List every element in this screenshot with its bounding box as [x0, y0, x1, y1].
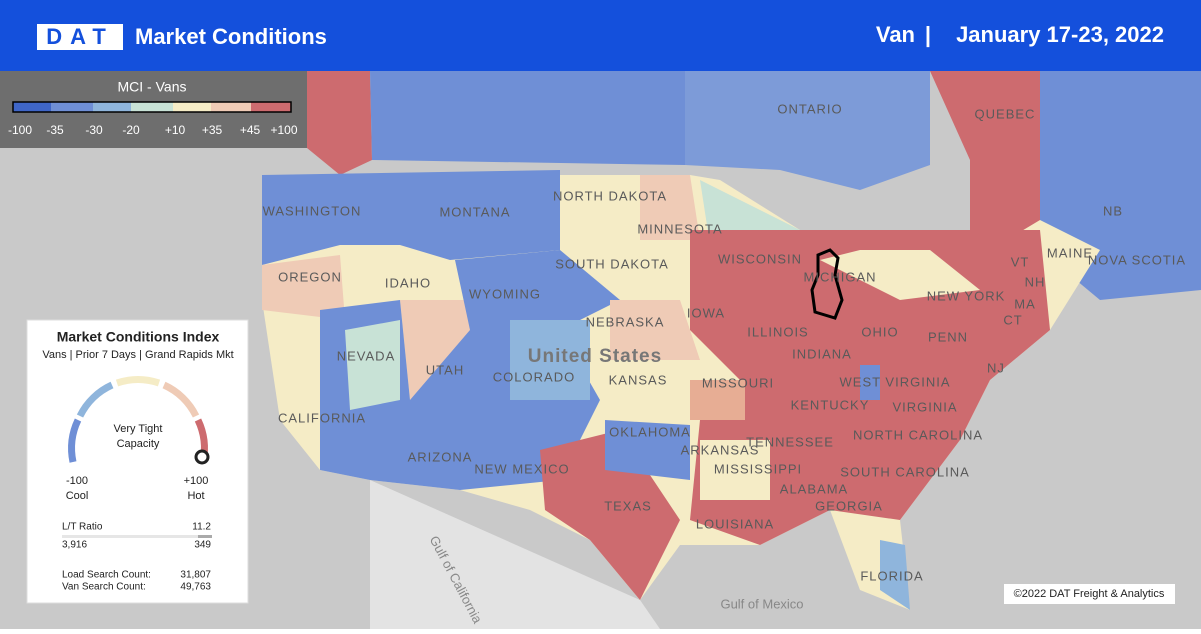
map-label: OKLAHOMA	[609, 424, 691, 439]
logo-box	[37, 24, 123, 50]
map-label: MA	[1014, 296, 1036, 311]
card-subtitle: Vans | Prior 7 Days | Grand Rapids Mkt	[42, 349, 233, 361]
map-label: TEXAS	[604, 498, 652, 513]
map-label: IOWA	[687, 305, 725, 320]
map-label: MISSOURI	[702, 375, 774, 390]
map-label: NOVA SCOTIA	[1088, 252, 1186, 267]
legend-tick: +35	[202, 123, 223, 137]
copyright: ©2022 DAT Freight & Analytics	[1014, 588, 1165, 600]
map-label: INDIANA	[792, 346, 852, 361]
legend-scale	[12, 101, 292, 113]
map-label: VIRGINIA	[892, 399, 957, 414]
van-search-value: 49,763	[180, 582, 211, 593]
map-label: United States	[528, 346, 662, 367]
header-separator: |	[925, 22, 931, 47]
legend-tick: +10	[165, 123, 186, 137]
map-label: MINNESOTA	[637, 221, 722, 236]
map-label: ARIZONA	[408, 449, 473, 464]
load-search-value: 31,807	[180, 570, 211, 581]
map-label: LOUISIANA	[696, 516, 774, 531]
copyright-box	[1004, 584, 1175, 604]
gauge-status: Very Tight Capacity	[113, 423, 163, 450]
info-card: Market Conditions Index Vans | Prior 7 D…	[26, 319, 249, 604]
gauge-needle	[194, 449, 210, 465]
logo: DAT	[46, 24, 114, 49]
gauge-max-label: Hot	[187, 490, 204, 502]
map-label: SOUTH CAROLINA	[840, 464, 970, 479]
map-label: OHIO	[861, 324, 898, 339]
ratio-bar-fill	[198, 535, 212, 538]
gauge	[68, 376, 208, 463]
map-label: MICHIGAN	[804, 269, 877, 284]
gauge-max: +100	[184, 475, 209, 487]
legend-tick: -30	[85, 123, 103, 137]
legend-tick: +100	[270, 123, 297, 137]
legend-tick: -35	[46, 123, 64, 137]
map-label: FLORIDA	[860, 568, 923, 583]
map-label: VT	[1011, 254, 1030, 269]
map-label: MISSISSIPPI	[714, 461, 802, 476]
map-label: WYOMING	[469, 286, 541, 301]
map-label: NEVADA	[337, 348, 396, 363]
header-mode: Van	[876, 22, 915, 47]
map-label: NEW YORK	[927, 288, 1006, 303]
map-label: ALABAMA	[780, 481, 848, 496]
map-label: MAINE	[1047, 245, 1093, 260]
map-label: KENTUCKY	[791, 397, 870, 412]
van-search-label: Van Search Count:	[62, 582, 146, 593]
load-search-label: Load Search Count:	[62, 570, 151, 581]
trucks: 349	[194, 540, 211, 551]
card-bg	[26, 319, 249, 604]
map-label: MONTANA	[439, 204, 510, 219]
map-label: Gulf of Mexico	[720, 596, 803, 611]
map-label: SOUTH DAKOTA	[555, 256, 669, 271]
map	[262, 71, 1201, 629]
map-label: UTAH	[426, 362, 464, 377]
card-title: Market Conditions Index	[57, 329, 220, 345]
map-label: ONTARIO	[777, 101, 842, 116]
ratio-value: 11.2	[192, 522, 211, 533]
map-label: PENN	[928, 329, 968, 344]
map-label: NB	[1103, 203, 1123, 218]
map-label: NORTH CAROLINA	[853, 427, 983, 442]
loads: 3,916	[62, 540, 87, 551]
map-label: COLORADO	[493, 369, 575, 384]
map-label: TENNESSEE	[746, 434, 834, 449]
map-label: ILLINOIS	[747, 324, 808, 339]
gauge-min: -100	[66, 475, 88, 487]
header-title: Market Conditions	[135, 24, 327, 49]
map-label: ARKANSAS	[681, 442, 760, 457]
map-label: QUEBEC	[975, 106, 1036, 121]
header-date: January 17-23, 2022	[956, 22, 1164, 47]
gauge-min-label: Cool	[66, 490, 89, 502]
legend-tick: -20	[122, 123, 140, 137]
legend-tick: +45	[240, 123, 261, 137]
map-label: WISCONSIN	[718, 251, 802, 266]
map-label: NEW MEXICO	[474, 461, 569, 476]
legend-title: MCI - Vans	[118, 79, 187, 95]
map-label: NH	[1025, 274, 1046, 289]
map-label: CT	[1003, 312, 1022, 327]
map-label: WASHINGTON	[263, 203, 362, 218]
map-label: NORTH DAKOTA	[553, 188, 667, 203]
map-label: WEST VIRGINIA	[840, 374, 951, 389]
map-label: NJ	[987, 360, 1005, 375]
ratio-bar	[62, 535, 212, 538]
header	[0, 0, 1201, 71]
map-label: OREGON	[278, 269, 342, 284]
map-label: GEORGIA	[815, 498, 883, 513]
map-label: KANSAS	[609, 372, 668, 387]
map-label: NEBRASKA	[586, 314, 665, 329]
gauge-status-text: Very Tight Capacity	[113, 423, 163, 450]
map-label: CALIFORNIA	[278, 410, 366, 425]
ratio-label: L/T Ratio	[62, 522, 103, 533]
legend-tick: -100	[8, 123, 32, 137]
map-label: IDAHO	[385, 275, 431, 290]
